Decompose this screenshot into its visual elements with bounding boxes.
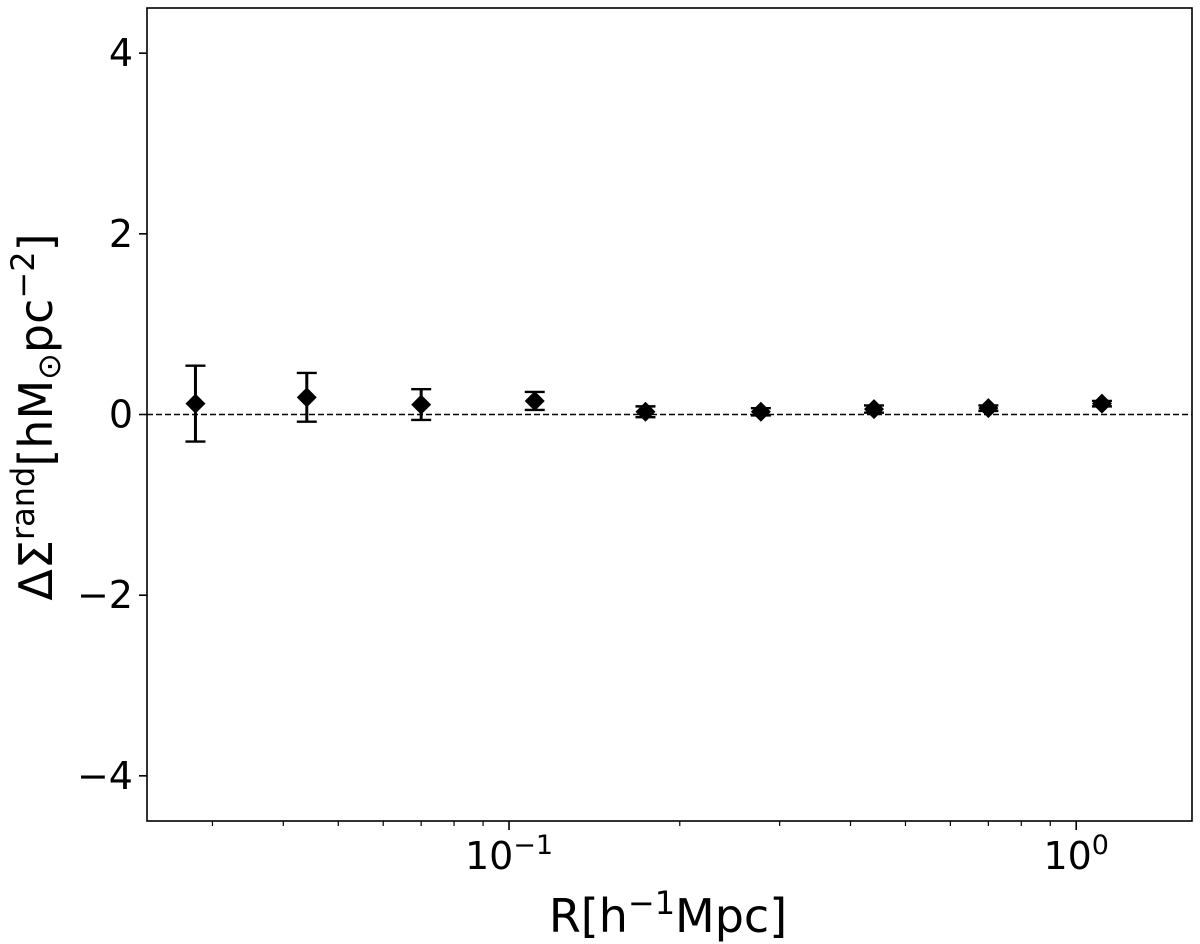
y-tick-label: 4 bbox=[109, 31, 133, 75]
y-axis-label-part: [hM bbox=[9, 380, 63, 467]
x-axis-label-part: −1 bbox=[628, 884, 675, 922]
y-tick-label: −4 bbox=[77, 754, 133, 798]
x-tick-label: 100 bbox=[1043, 830, 1109, 878]
x-tick-base: 10 bbox=[465, 834, 513, 878]
x-axis-ticks: 10−1 100 bbox=[211, 821, 1109, 878]
data-point bbox=[1091, 393, 1112, 414]
data-points bbox=[185, 387, 1112, 422]
y-axis-label-part: pc bbox=[9, 299, 63, 354]
y-axis-label-part: ⊙ bbox=[30, 353, 68, 380]
data-point bbox=[185, 393, 206, 414]
data-point bbox=[411, 394, 432, 415]
x-tick-base: 10 bbox=[1043, 834, 1091, 878]
data-point bbox=[750, 401, 771, 422]
y-axis-label-part: −2 bbox=[4, 251, 42, 298]
x-axis-label-part: Mpc] bbox=[675, 889, 787, 943]
data-point bbox=[524, 390, 545, 411]
data-point bbox=[978, 398, 999, 419]
y-tick-label: 2 bbox=[109, 212, 133, 256]
x-tick-exponent: −1 bbox=[513, 830, 553, 861]
x-tick-exponent: 0 bbox=[1092, 830, 1109, 861]
data-point bbox=[863, 399, 884, 420]
y-axis-label-part: ΔΣ bbox=[9, 540, 63, 601]
data-point bbox=[635, 401, 656, 422]
y-axis-label: ΔΣrand[hM⊙pc−2] bbox=[4, 233, 68, 600]
data-point bbox=[296, 387, 317, 408]
y-tick-label: 0 bbox=[109, 393, 133, 437]
y-axis-ticks: 4 2 0 −2 −4 bbox=[77, 31, 147, 798]
y-axis-label-part: rand bbox=[4, 467, 42, 540]
x-tick-label: 10−1 bbox=[465, 830, 553, 878]
y-tick-label: −2 bbox=[77, 573, 133, 617]
x-axis-label: R[h−1Mpc] bbox=[549, 884, 787, 943]
y-axis-label-part: ] bbox=[9, 233, 63, 251]
x-axis-label-part: R[h bbox=[549, 889, 628, 943]
